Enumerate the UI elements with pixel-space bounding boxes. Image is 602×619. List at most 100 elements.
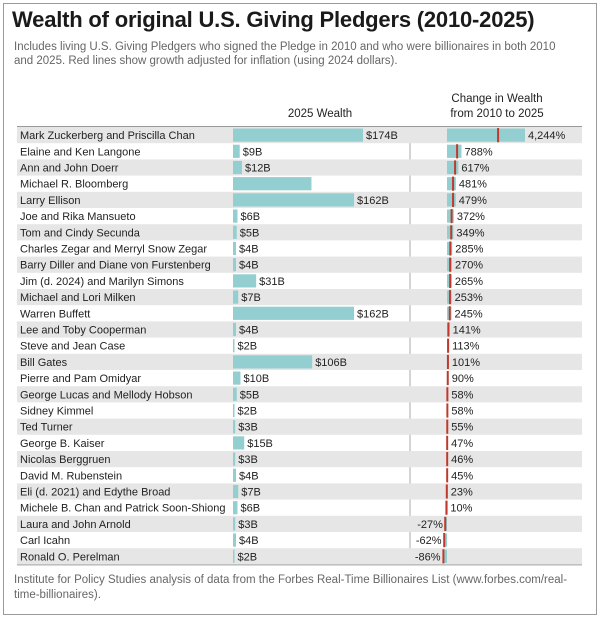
wealth-bar [233, 484, 239, 499]
change-header-line-1: Change in Wealth [451, 93, 542, 105]
change-label: 46% [451, 454, 473, 466]
wealth-bar [233, 355, 313, 369]
change-label: 265% [455, 276, 483, 288]
change-label: 481% [459, 179, 487, 191]
wealth-label: $3B [238, 422, 258, 434]
row-name: Bill Gates [20, 357, 68, 369]
change-label: 113% [452, 341, 480, 353]
wealth-label: $3B [238, 519, 258, 531]
change-label: 90% [452, 373, 474, 385]
wealth-label: $162B [357, 195, 389, 207]
row-name: Warren Buffett [20, 308, 90, 320]
change-header-line-2: from 2010 to 2025 [450, 108, 543, 120]
row-name: Laura and John Arnold [20, 519, 131, 531]
change-label: 101% [452, 357, 480, 369]
wealth-bar [233, 533, 236, 547]
change-bar [447, 225, 454, 239]
change-bar [443, 549, 447, 563]
wealth-bar [233, 371, 241, 385]
wealth-label: $4B [239, 470, 259, 482]
row-name: Lee and Toby Cooperman [20, 325, 146, 337]
change-label: 141% [453, 325, 481, 337]
row-stripe [17, 418, 582, 435]
wealth-label: $6B [240, 503, 260, 515]
change-label: 58% [451, 406, 473, 418]
change-column-header: Change in Wealth from 2010 to 2025 [450, 93, 543, 120]
change-label: -62% [416, 535, 442, 547]
row-stripe [17, 548, 582, 565]
row-name: Sidney Kimmel [20, 406, 93, 418]
wealth-label: $7B [241, 292, 261, 304]
wealth-bar [233, 549, 235, 563]
change-bar [447, 128, 525, 142]
wealth-bar [233, 436, 245, 450]
change-bar [444, 533, 447, 547]
wealth-label: $2B [237, 406, 257, 418]
change-label: 253% [455, 292, 483, 304]
wealth-bar [233, 501, 238, 515]
change-label: 10% [450, 503, 472, 515]
wealth-label: $2B [237, 341, 257, 353]
change-label: 372% [457, 211, 485, 223]
wealth-bar [233, 160, 242, 175]
row-stripe [17, 515, 582, 532]
row-stripe [17, 289, 582, 306]
wealth-bar [233, 177, 312, 191]
row-name: Elaine and Ken Langone [20, 146, 141, 158]
wealth-label: $12B [245, 163, 271, 175]
wealth-bar [233, 144, 240, 158]
row-name: David M. Rubenstein [20, 470, 122, 482]
change-bar [445, 517, 447, 531]
row-name: Michael R. Bloomberg [20, 179, 128, 191]
wealth-bar [233, 403, 235, 418]
wealth-label: $7B [241, 487, 261, 499]
change-label: 788% [464, 146, 492, 158]
wealth-label: $106B [315, 357, 347, 369]
row-name: Ted Turner [20, 422, 73, 434]
change-label: 23% [451, 487, 473, 499]
row-name: Nicolas Berggruen [20, 454, 111, 466]
wealth-label: $174B [366, 130, 398, 142]
row-stripe [17, 159, 582, 176]
row-stripe [17, 256, 582, 273]
row-stripe [17, 386, 582, 403]
row-name: Larry Ellison [20, 195, 81, 207]
wealth-bar [233, 452, 236, 466]
wealth-bar [233, 306, 355, 320]
wealth-label: $5B [240, 227, 260, 239]
row-name: Pierre and Pam Omidyar [20, 373, 141, 385]
change-label: 58% [451, 389, 473, 401]
wealth-label: $31B [259, 276, 285, 288]
change-label: 349% [456, 227, 484, 239]
wealth-bar [233, 128, 363, 142]
change-label: 617% [461, 163, 489, 175]
row-name: Charles Zegar and Merryl Snow Zegar [20, 244, 207, 256]
change-label: 285% [455, 244, 483, 256]
wealth-label: $10B [243, 373, 269, 385]
wealth-bar [233, 290, 239, 304]
change-label: 479% [459, 195, 487, 207]
change-label: 55% [451, 422, 473, 434]
change-label: 270% [455, 260, 483, 272]
row-name: Joe and Rika Mansueto [20, 211, 136, 223]
row-name: Eli (d. 2021) and Edythe Broad [20, 487, 170, 499]
wealth-label: $5B [240, 389, 260, 401]
chart-table: 2025 Wealth Change in Wealth from 2010 to … [17, 93, 582, 566]
wealth-bar [233, 339, 235, 353]
wealth-bar [233, 468, 236, 482]
wealth-bar [233, 225, 237, 239]
source-note: Institute for Policy Studies analysis of… [14, 574, 568, 601]
wealth-label: $9B [243, 146, 263, 158]
wealth-label: $4B [239, 325, 259, 337]
wealth-label: $4B [239, 535, 259, 547]
change-bar [447, 144, 462, 158]
change-label: 45% [451, 470, 473, 482]
wealth-label: $6B [240, 211, 260, 223]
wealth-bar [233, 241, 236, 256]
row-stripe [17, 321, 582, 338]
wealth-label: $15B [247, 438, 273, 450]
change-bar [447, 193, 456, 207]
wealth-bar [233, 517, 236, 531]
change-bar [447, 160, 459, 175]
row-name: Barry Diller and Diane von Furstenberg [20, 260, 211, 272]
